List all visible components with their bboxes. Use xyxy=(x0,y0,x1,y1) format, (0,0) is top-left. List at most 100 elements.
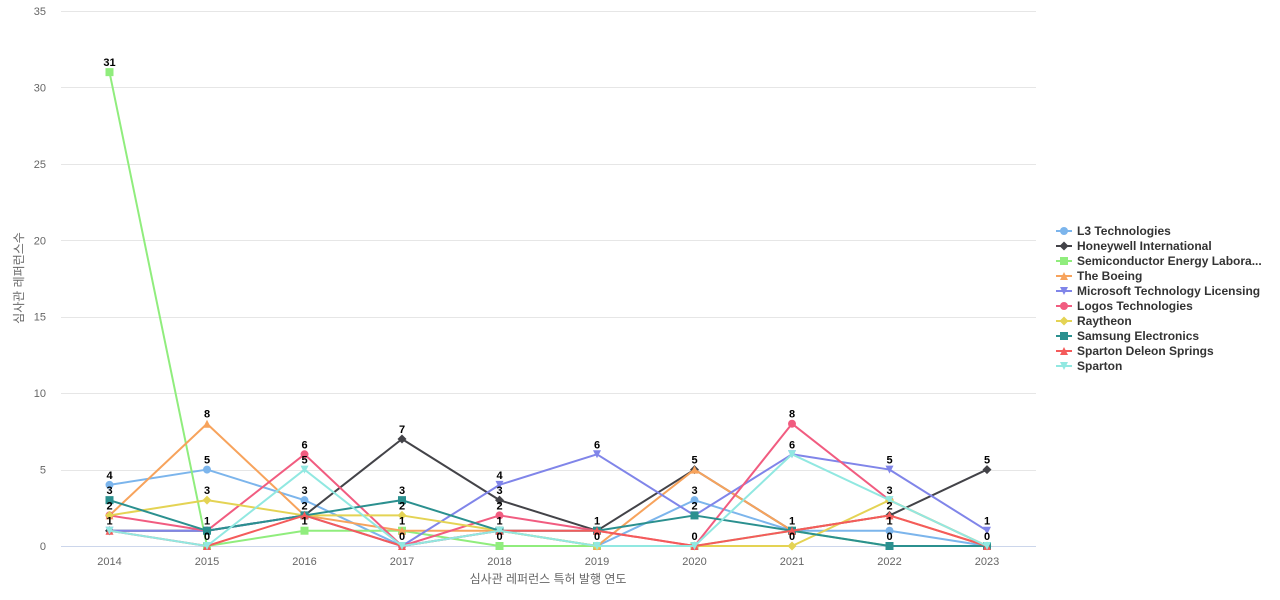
x-tick-label: 2019 xyxy=(585,556,609,568)
data-labels: 3143218531065321732104321061053208610532… xyxy=(103,57,990,543)
x-tick-label: 2014 xyxy=(97,556,121,568)
data-point xyxy=(105,526,114,535)
data-label: 2 xyxy=(106,500,112,512)
data-point xyxy=(495,480,504,489)
data-label: 4 xyxy=(106,470,113,482)
legend-label: Logos Technologies xyxy=(1077,299,1193,313)
data-point xyxy=(593,526,601,535)
data-point xyxy=(203,419,211,428)
data-point xyxy=(398,526,406,535)
legend-label: Semiconductor Energy Labora... xyxy=(1077,254,1262,268)
legend-item-l3-technologies[interactable]: L3 Technologies xyxy=(1056,224,1171,238)
legend-item-microsoft-technology-licensing[interactable]: Microsoft Technology Licensing xyxy=(1056,284,1260,298)
legend-symbol-marker xyxy=(1060,362,1068,370)
data-point xyxy=(300,526,309,535)
y-tick-label: 5 xyxy=(40,465,46,477)
data-label: 0 xyxy=(204,531,210,543)
legend-item-sparton-deleon-springs[interactable]: Sparton Deleon Springs xyxy=(1056,344,1214,358)
series-line xyxy=(108,422,988,547)
series-semiconductor-energy-labora xyxy=(105,68,991,550)
y-tick-label: 30 xyxy=(34,82,46,94)
legend-label: Sparton xyxy=(1077,359,1122,373)
legend-item-logos-technologies[interactable]: Logos Technologies xyxy=(1056,299,1193,313)
data-point xyxy=(885,542,894,550)
legend-item-samsung-electronics[interactable]: Samsung Electronics xyxy=(1056,329,1199,343)
y-tick-label: 25 xyxy=(34,159,46,171)
data-label: 3 xyxy=(106,485,112,497)
legend-item-the-boeing[interactable]: The Boeing xyxy=(1056,269,1142,283)
series-line xyxy=(108,453,988,547)
legend-symbol-marker xyxy=(1060,302,1068,310)
data-point xyxy=(593,542,601,550)
data-point xyxy=(787,541,797,551)
legend-symbol-marker xyxy=(1060,257,1068,265)
data-point xyxy=(300,465,309,474)
x-tick-label: 2022 xyxy=(877,556,901,568)
data-label: 1 xyxy=(496,516,502,528)
legend-symbol-marker xyxy=(1060,272,1068,280)
legend-label: Raytheon xyxy=(1077,314,1132,328)
series-microsoft-technology-licensing xyxy=(105,450,991,550)
data-point xyxy=(690,465,699,474)
legend-label: Honeywell International xyxy=(1077,239,1212,253)
series-sparton xyxy=(105,450,991,550)
y-axis-title: 심사관 레퍼런스수 xyxy=(12,232,26,324)
data-label: 6 xyxy=(594,439,600,451)
data-label: 0 xyxy=(886,531,892,543)
data-label: 1 xyxy=(789,516,795,528)
x-tick-label: 2020 xyxy=(682,556,706,568)
data-label: 1 xyxy=(301,516,307,528)
legend-item-sparton[interactable]: Sparton xyxy=(1056,359,1122,373)
x-tick-label: 2017 xyxy=(390,556,414,568)
legend-label: L3 Technologies xyxy=(1077,224,1171,238)
data-label: 2 xyxy=(399,500,405,512)
x-tick-label: 2021 xyxy=(780,556,804,568)
data-point xyxy=(788,526,796,535)
y-tick-label: 15 xyxy=(34,312,46,324)
data-point xyxy=(690,542,699,550)
legend-label: Sparton Deleon Springs xyxy=(1077,344,1214,358)
data-label: 5 xyxy=(691,455,697,467)
data-point xyxy=(983,542,991,550)
legend-label: Samsung Electronics xyxy=(1077,329,1199,343)
series-line xyxy=(108,453,988,547)
series-line xyxy=(108,514,988,547)
data-point xyxy=(105,68,114,77)
data-point xyxy=(885,511,894,520)
data-point xyxy=(300,496,309,505)
data-label: 31 xyxy=(103,57,115,69)
data-label: 1 xyxy=(204,516,210,528)
data-label: 1 xyxy=(594,516,600,528)
legend-symbol-marker xyxy=(1059,316,1069,326)
data-label: 4 xyxy=(496,470,503,482)
data-point xyxy=(105,480,114,489)
legend-item-honeywell-international[interactable]: Honeywell International xyxy=(1056,239,1212,253)
data-point xyxy=(885,496,894,505)
data-label: 3 xyxy=(691,485,697,497)
x-tick-label: 2015 xyxy=(195,556,219,568)
legend-item-semiconductor-energy-labora[interactable]: Semiconductor Energy Labora... xyxy=(1056,254,1262,268)
data-point xyxy=(397,434,407,444)
x-axis-title: 심사관 레퍼런스 특허 발행 연도 xyxy=(470,571,627,586)
legend-symbol-marker xyxy=(1060,227,1068,235)
data-point xyxy=(105,510,114,520)
data-label: 2 xyxy=(886,500,892,512)
data-point xyxy=(495,511,504,520)
data-label: 5 xyxy=(984,455,990,467)
data-label: 0 xyxy=(399,531,405,543)
series-l3-technologies xyxy=(105,465,991,550)
data-point xyxy=(690,496,699,505)
legend-symbol-marker xyxy=(1060,287,1068,295)
legend-item-raytheon[interactable]: Raytheon xyxy=(1056,314,1132,328)
data-point xyxy=(105,496,114,505)
data-point xyxy=(983,526,991,535)
series-lines xyxy=(105,68,992,551)
data-label: 0 xyxy=(496,531,502,543)
data-label: 0 xyxy=(789,531,795,543)
data-label: 5 xyxy=(886,455,892,467)
data-label: 5 xyxy=(204,455,210,467)
data-label: 2 xyxy=(301,500,307,512)
data-label: 1 xyxy=(399,516,405,528)
